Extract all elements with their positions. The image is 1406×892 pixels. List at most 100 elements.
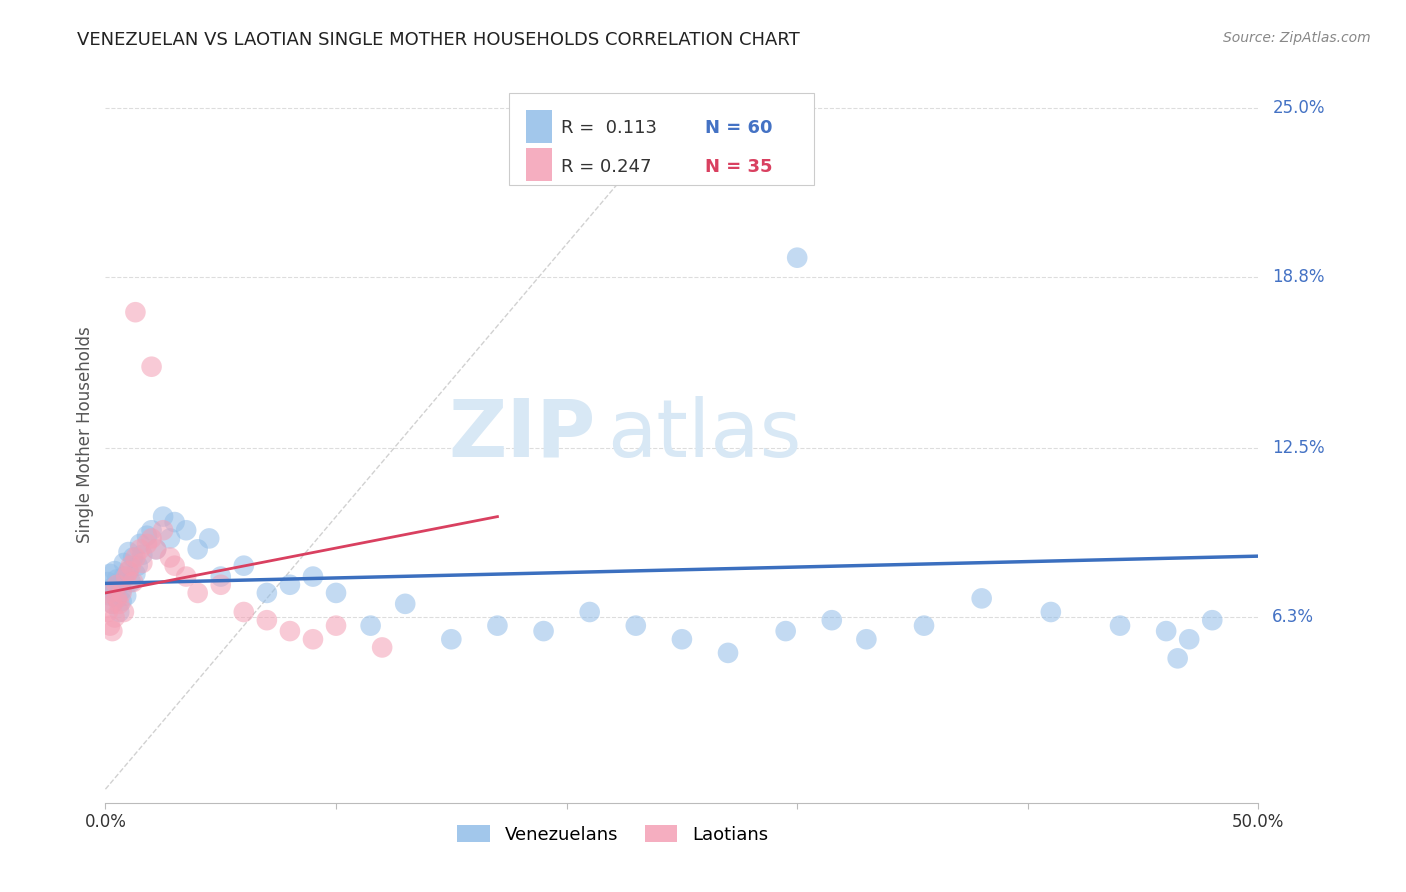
Text: Source: ZipAtlas.com: Source: ZipAtlas.com <box>1223 31 1371 45</box>
Point <box>105 591 128 606</box>
Text: N = 35: N = 35 <box>704 158 772 176</box>
Point <box>717 646 740 660</box>
Point <box>440 632 463 647</box>
Point <box>131 548 153 562</box>
Point <box>912 618 935 632</box>
Point <box>1109 618 1132 632</box>
Point <box>163 515 186 529</box>
Point <box>152 509 174 524</box>
Point <box>101 597 124 611</box>
Point <box>1154 624 1177 639</box>
Point <box>120 575 142 590</box>
Point <box>1201 613 1223 627</box>
Point <box>152 523 174 537</box>
Point <box>1039 605 1062 619</box>
Text: VENEZUELAN VS LAOTIAN SINGLE MOTHER HOUSEHOLDS CORRELATION CHART: VENEZUELAN VS LAOTIAN SINGLE MOTHER HOUS… <box>77 31 800 49</box>
Point <box>578 605 600 619</box>
Point <box>145 542 167 557</box>
Point <box>110 594 132 608</box>
Point <box>371 640 394 655</box>
Point <box>209 578 232 592</box>
Point <box>108 597 131 611</box>
Point <box>97 575 120 590</box>
Point <box>112 569 135 583</box>
Point <box>1167 651 1189 665</box>
Point <box>256 586 278 600</box>
Point <box>141 359 163 374</box>
Point <box>1178 632 1201 647</box>
Point <box>104 610 127 624</box>
Point <box>98 586 121 600</box>
Point <box>117 564 139 578</box>
Point <box>129 542 152 557</box>
Point <box>821 613 844 627</box>
FancyBboxPatch shape <box>526 111 551 144</box>
Point <box>533 624 555 639</box>
Point <box>775 624 797 639</box>
Text: N = 60: N = 60 <box>704 120 772 137</box>
Point <box>209 569 232 583</box>
Text: 18.8%: 18.8% <box>1272 268 1324 285</box>
Point <box>302 632 325 647</box>
Point <box>98 566 121 581</box>
Point <box>98 618 121 632</box>
Point <box>122 575 145 590</box>
Point <box>97 605 120 619</box>
Point <box>141 523 163 537</box>
Point <box>115 589 138 603</box>
Point <box>115 569 138 583</box>
Point <box>325 586 347 600</box>
Text: 6.3%: 6.3% <box>1272 608 1315 626</box>
Point <box>136 537 159 551</box>
Point <box>278 624 301 639</box>
Point <box>129 537 152 551</box>
Point <box>105 591 128 606</box>
Point <box>120 558 142 573</box>
Point <box>855 632 877 647</box>
Point <box>159 550 181 565</box>
Text: atlas: atlas <box>607 396 801 474</box>
Point <box>124 550 146 565</box>
Point <box>325 618 347 632</box>
Point <box>174 523 197 537</box>
Point <box>141 532 163 546</box>
Point <box>174 569 197 583</box>
Point <box>110 586 132 600</box>
Point <box>671 632 693 647</box>
Point <box>360 618 382 632</box>
Point <box>394 597 416 611</box>
Y-axis label: Single Mother Households: Single Mother Households <box>76 326 94 543</box>
Point <box>232 605 254 619</box>
Point <box>108 605 131 619</box>
Point <box>124 566 146 581</box>
Point <box>256 613 278 627</box>
Point <box>159 532 181 546</box>
Point <box>110 583 132 598</box>
Point <box>127 558 149 573</box>
Text: ZIP: ZIP <box>449 396 596 474</box>
FancyBboxPatch shape <box>509 93 814 185</box>
Point <box>187 542 209 557</box>
Point <box>117 564 139 578</box>
Point <box>104 564 127 578</box>
Point <box>198 532 221 546</box>
Point <box>486 618 509 632</box>
Point <box>136 529 159 543</box>
Point <box>108 578 131 592</box>
Point <box>187 586 209 600</box>
Point <box>101 624 124 639</box>
Point <box>232 558 254 573</box>
Point <box>112 556 135 570</box>
Point <box>98 589 121 603</box>
Point <box>131 556 153 570</box>
Text: R = 0.247: R = 0.247 <box>561 158 651 176</box>
Point <box>122 550 145 565</box>
Point <box>786 251 808 265</box>
Point <box>302 569 325 583</box>
Point <box>101 581 124 595</box>
Point <box>145 542 167 557</box>
Point <box>117 545 139 559</box>
Text: R =  0.113: R = 0.113 <box>561 120 657 137</box>
Text: 12.5%: 12.5% <box>1272 440 1324 458</box>
Point <box>970 591 993 606</box>
